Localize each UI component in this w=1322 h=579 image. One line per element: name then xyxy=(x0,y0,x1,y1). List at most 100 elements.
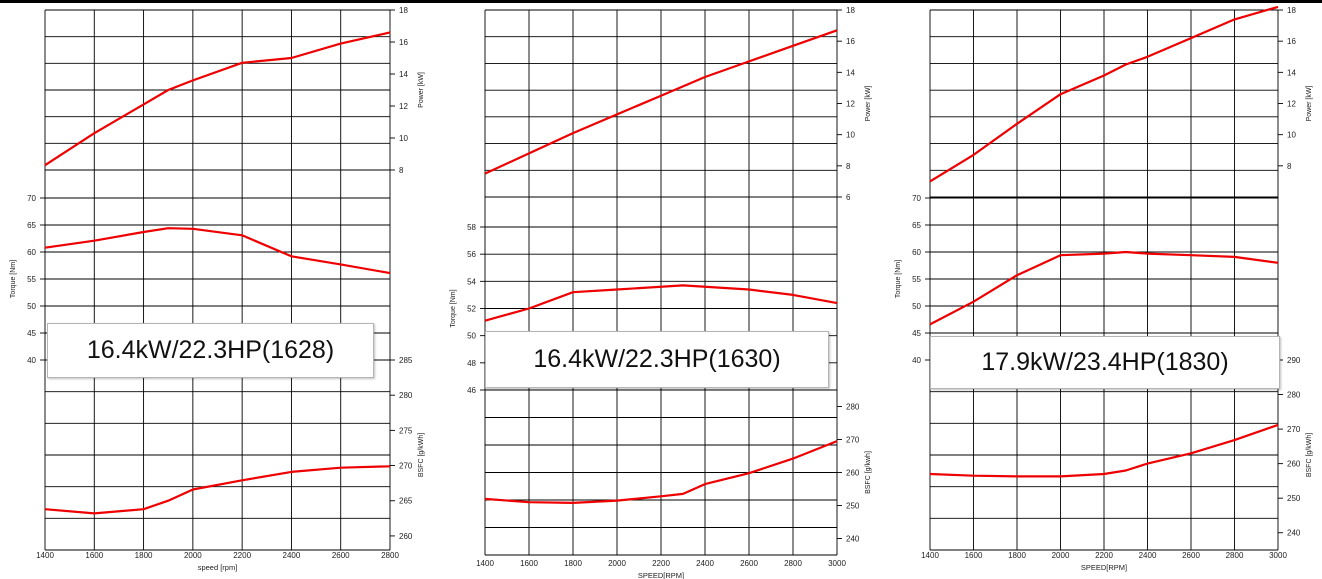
y-tick-label: 14 xyxy=(846,68,855,77)
x-tick-label: 1800 xyxy=(564,559,582,568)
y-tick-label: 60 xyxy=(912,248,921,257)
y-axis-label: BSFC [g/kWh] xyxy=(418,433,425,477)
torque-curve xyxy=(484,284,838,322)
x-tick-label: 2000 xyxy=(1052,551,1070,560)
y-tick-label: 48 xyxy=(467,359,476,368)
y-tick-label: 12 xyxy=(399,102,408,111)
chart-svg-1628: 8 10 12 14 16 18 Power [kW] 40 45 50 55 60 65 70 Torqu… xyxy=(10,6,425,572)
y-tick-label: 65 xyxy=(27,221,36,230)
x-axis-label: speed [rpm] xyxy=(198,563,238,572)
y-tick-label: 6 xyxy=(846,193,851,202)
y-tick-label: 55 xyxy=(27,275,36,284)
y-tick-label: 8 xyxy=(399,166,404,175)
power-curve xyxy=(484,29,838,175)
y-axis-label: BSFC [g/kWh] xyxy=(1306,433,1313,477)
x-axis-label: SPEED[RPM] xyxy=(638,571,684,579)
bsfc-curve xyxy=(44,465,391,515)
y-tick-label: 55 xyxy=(912,275,921,284)
x-tick-label: 2800 xyxy=(381,551,399,560)
chart-svg-1630: 6 8 10 12 14 16 18 Power [kW] 46 48 50 52 54 56 58 Torq… xyxy=(450,6,872,579)
x-tick-label: 2200 xyxy=(1095,551,1113,560)
y-tick-label: 70 xyxy=(27,194,36,203)
y-tick-label: 290 xyxy=(1287,356,1301,365)
y-tick-label: 50 xyxy=(912,302,921,311)
y-tick-label: 10 xyxy=(399,134,408,143)
y-axis-label: Torque [Nm] xyxy=(450,289,457,327)
x-tick-label: 1400 xyxy=(36,551,54,560)
model-caption: 16.4kW/22.3HP(1630) xyxy=(485,331,829,388)
y-tick-label: 14 xyxy=(399,70,408,79)
y-tick-label: 58 xyxy=(467,223,476,232)
y-tick-label: 265 xyxy=(399,497,413,506)
y-tick-label: 40 xyxy=(912,356,921,365)
top-border-line xyxy=(0,0,1322,3)
y-tick-label: 50 xyxy=(27,302,36,311)
y-tick-label: 12 xyxy=(1287,100,1296,109)
bsfc-curve xyxy=(929,423,1279,478)
x-tick-label: 1600 xyxy=(85,551,103,560)
y-tick-label: 270 xyxy=(399,462,413,471)
y-tick-label: 54 xyxy=(467,277,476,286)
y-tick-label: 10 xyxy=(1287,131,1296,140)
y-tick-label: 40 xyxy=(27,356,36,365)
y-tick-label: 56 xyxy=(467,250,476,259)
model-caption: 16.4kW/22.3HP(1628) xyxy=(47,323,374,378)
y-tick-label: 8 xyxy=(1287,162,1292,171)
y-tick-label: 285 xyxy=(399,356,413,365)
y-tick-label: 65 xyxy=(912,221,921,230)
y-tick-label: 270 xyxy=(1287,425,1301,434)
y-axis-label: Torque [Nm] xyxy=(10,260,17,298)
chart-panel-1630: 6 8 10 12 14 16 18 Power [kW] 46 48 50 52 54 56 58 Torq… xyxy=(440,0,880,579)
y-tick-label: 250 xyxy=(1287,494,1301,503)
y-tick-label: 16 xyxy=(399,38,408,47)
x-tick-label: 2400 xyxy=(1139,551,1157,560)
y-tick-label: 12 xyxy=(846,100,855,109)
y-axis-label: Power [kW] xyxy=(1306,86,1313,122)
x-tick-label: 2200 xyxy=(652,559,670,568)
y-tick-label: 14 xyxy=(1287,68,1296,77)
y-tick-label: 280 xyxy=(846,403,860,412)
x-tick-label: 2800 xyxy=(784,559,802,568)
y-tick-label: 270 xyxy=(846,436,860,445)
x-axis-label: SPEED[RPM] xyxy=(1081,563,1127,572)
bsfc-curve xyxy=(484,440,838,504)
chart-svg-1830: 8 10 12 14 16 18 Power [kW] 40 45 50 55 60 65 70 Torqu… xyxy=(895,5,1313,572)
y-tick-label: 70 xyxy=(912,194,921,203)
y-tick-label: 260 xyxy=(1287,460,1301,469)
y-tick-label: 50 xyxy=(467,332,476,341)
x-tick-label: 2600 xyxy=(332,551,350,560)
y-tick-label: 280 xyxy=(399,391,413,400)
chart-panel-1830: 8 10 12 14 16 18 Power [kW] 40 45 50 55 60 65 70 Torqu… xyxy=(890,0,1322,579)
y-tick-label: 10 xyxy=(846,131,855,140)
x-tick-label: 1600 xyxy=(965,551,983,560)
y-tick-label: 250 xyxy=(846,502,860,511)
x-tick-label: 2600 xyxy=(740,559,758,568)
y-tick-label: 18 xyxy=(1287,6,1296,15)
y-axis-label: Power [kW] xyxy=(418,72,425,108)
x-tick-label: 2800 xyxy=(1226,551,1244,560)
power-curve xyxy=(44,31,391,167)
y-tick-label: 260 xyxy=(399,532,413,541)
y-tick-label: 8 xyxy=(846,162,851,171)
y-tick-label: 46 xyxy=(467,386,476,395)
chart-panel-1628: 8 10 12 14 16 18 Power [kW] 40 45 50 55 60 65 70 Torqu… xyxy=(0,0,430,579)
x-tick-label: 2000 xyxy=(608,559,626,568)
y-tick-label: 45 xyxy=(912,329,921,338)
model-caption: 17.9kW/23.4HP(1830) xyxy=(930,336,1280,389)
x-tick-label: 2400 xyxy=(283,551,301,560)
y-tick-label: 16 xyxy=(846,37,855,46)
x-tick-label: 1400 xyxy=(476,559,494,568)
y-tick-label: 18 xyxy=(846,6,855,15)
y-axis-label: BSFC [g/kwh] xyxy=(865,451,872,494)
x-tick-label: 2400 xyxy=(696,559,714,568)
torque-curve xyxy=(44,227,391,275)
x-tick-label: 1800 xyxy=(135,551,153,560)
y-tick-label: 240 xyxy=(1287,529,1301,538)
x-tick-label: 1800 xyxy=(1008,551,1026,560)
x-tick-label: 3000 xyxy=(828,559,846,568)
y-tick-label: 45 xyxy=(27,329,36,338)
y-tick-label: 240 xyxy=(846,535,860,544)
y-tick-label: 18 xyxy=(399,6,408,15)
y-axis-label: Power [kW] xyxy=(865,86,872,122)
x-tick-label: 2200 xyxy=(233,551,251,560)
